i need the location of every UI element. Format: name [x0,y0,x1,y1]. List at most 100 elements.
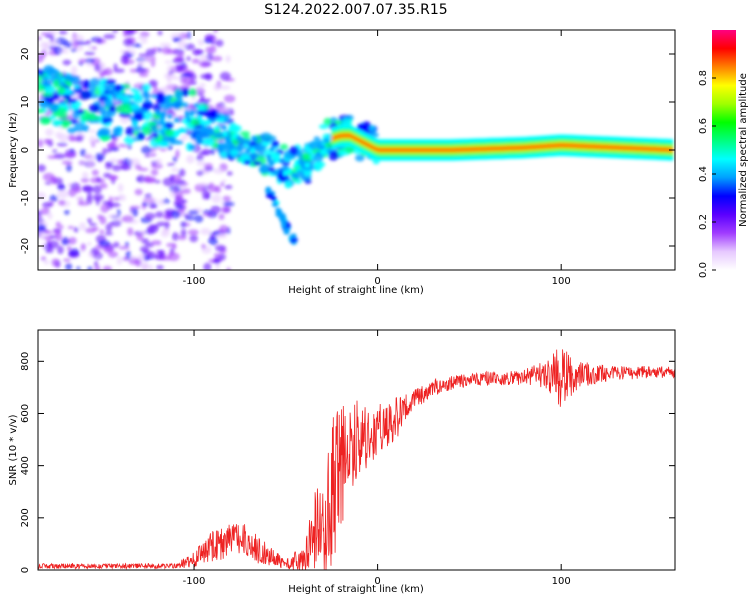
spectrogram-noise-blob [121,162,132,170]
spectrogram-signal-blob [147,122,157,127]
spectrogram-noise-blob [203,213,214,217]
spectrogram-noise-blob [78,202,89,206]
spectrogram-noise-blob [200,74,212,80]
spectrogram-noise-blob [146,49,156,57]
spectrogram-noise-blob [68,237,76,244]
spectrogram-signal-blob [121,97,130,103]
spectrogram-noise-blob [181,229,187,237]
spectrogram-noise-blob [166,211,172,219]
spectrogram-noise-blob [136,233,143,240]
spectrogram-noise-blob [199,83,206,87]
spectrogram-signal-blob [142,83,151,91]
spectrogram-signal-blob [134,127,142,131]
spectrogram-noise-blob [57,190,68,199]
spectrogram-signal-blob [106,79,116,84]
spectrogram-noise-blob [141,146,152,154]
spectrogram-noise-blob [44,139,54,142]
spectrogram-noise-blob [179,184,186,188]
spectrogram-noise-blob [57,246,64,255]
spectrogram-noise-blob [109,203,121,208]
spectrogram-noise-blob [99,183,107,189]
spectrogram-noise-blob [42,202,52,208]
spectrogram-signal-blob [173,101,181,110]
spectrogram-hot-spot [320,145,325,150]
spectrogram-branch-blob [266,193,272,198]
spectrogram-noise-blob [87,218,92,223]
spectrogram-signal-blob [268,167,275,173]
spectrogram-hot-spot [209,130,214,135]
spectrogram-y-axis-label: Frequency (Hz) [8,112,19,188]
spectrogram-signal-blob [284,180,292,188]
spectrogram-noise-blob [94,64,101,72]
spectrogram-noise-blob [100,216,107,225]
spectrogram-noise-blob [76,135,84,142]
spectrogram-noise-blob [220,182,224,187]
spectrogram-noise-blob [109,158,117,162]
spectrogram-noise-blob [107,214,118,219]
spectrogram-signal-blob [156,94,165,104]
spectrogram-signal-blob [260,132,272,141]
spectrogram-noise-blob [151,240,161,245]
spectrogram-noise-blob [36,224,46,231]
spectrogram-signal-blob [144,91,150,100]
spectrogram-noise-blob [170,190,175,198]
spectrogram-noise-blob [178,169,185,177]
spectrogram-noise-blob [192,49,204,56]
spectrogram-signal-blob [114,126,123,132]
y-tick-label: -20 [20,238,31,254]
spectrogram-signal-blob [230,149,239,157]
y-tick-label: 0 [20,567,31,573]
spectrogram-noise-blob [87,242,92,246]
spectrogram-noise-blob [170,174,175,181]
spectrogram-branch-blob [272,202,278,207]
spectrogram-noise-blob [85,40,92,45]
spectrogram-noise-blob [41,207,50,215]
spectrogram-signal-blob [314,161,323,171]
spectrogram-noise-blob [168,252,180,261]
spectrogram-signal-blob [142,126,152,135]
spectrogram-noise-blob [120,195,126,201]
spectrogram-noise-blob [109,147,119,151]
spectrogram-noise-blob [157,47,162,53]
spectrogram-noise-blob [47,240,59,248]
spectrogram-noise-blob [199,61,211,68]
spectrogram-noise-blob [150,203,157,208]
spectrogram-noise-blob [126,251,132,260]
spectrogram-noise-blob [183,77,194,85]
spectrogram-noise-blob [72,40,78,48]
spectrogram-signal-blob [130,88,137,92]
spectrogram-noise-blob [50,34,54,42]
spectrogram-noise-blob [167,163,175,166]
spectrogram-noise-blob [92,46,97,50]
spectrogram-noise-blob [166,243,176,247]
spectrogram-noise-blob [95,139,100,142]
spectrogram-noise-blob [156,265,164,270]
spectrogram-hot-spot [222,125,227,130]
spectrogram-noise-blob [108,251,118,258]
spectrogram-noise-blob [201,244,206,249]
spectrogram-noise-blob [84,51,95,55]
spectrogram-noise-blob [113,242,119,248]
spectrogram-noise-blob [58,200,65,206]
spectrogram-signal-blob [132,120,138,128]
spectrogram-noise-blob [192,58,200,63]
spectrogram-noise-blob [117,256,123,264]
spectrogram-noise-blob [155,211,163,218]
spectrogram-noise-blob [225,55,230,62]
spectrogram-noise-blob [200,228,210,235]
spectrogram-noise-blob [67,246,71,252]
spectrogram-hot-spot [305,163,310,168]
spectrogram-hot-spot [298,160,303,165]
spectrogram-hot-spot [190,109,195,114]
spectrogram-hot-spot [246,148,251,153]
spectrogram-noise-blob [54,229,61,235]
spectrogram-noise-blob [125,28,134,36]
spectrogram-signal-blob [53,79,60,88]
spectrogram-noise-blob [105,162,112,170]
spectrogram-noise-blob [86,153,91,156]
y-tick-label: 800 [20,352,31,371]
spectrogram-signal-blob [72,110,80,119]
spectrogram-hot-spot [225,138,230,143]
spectrogram-noise-blob [59,225,63,228]
spectrogram-noise-blob [196,155,204,161]
